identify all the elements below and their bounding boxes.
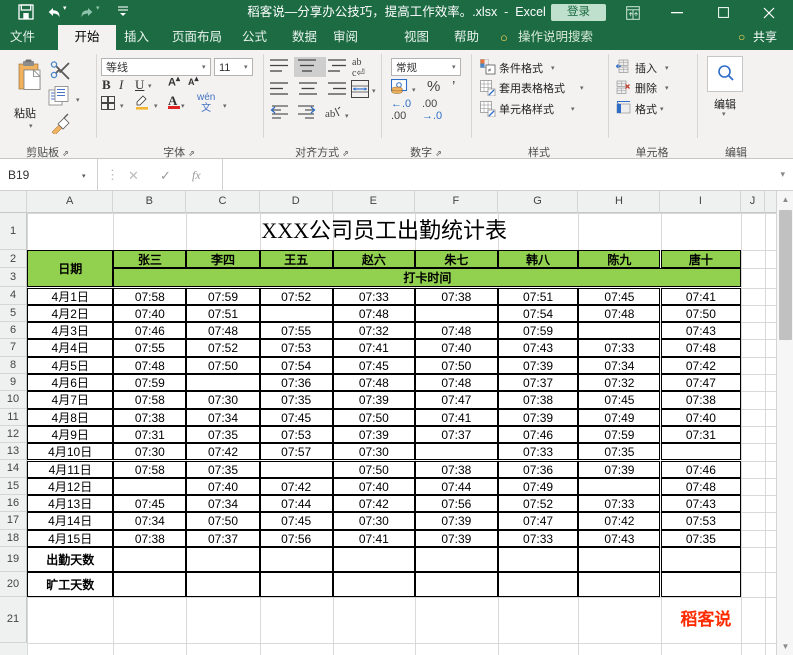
svg-text:ab: ab (325, 108, 336, 120)
